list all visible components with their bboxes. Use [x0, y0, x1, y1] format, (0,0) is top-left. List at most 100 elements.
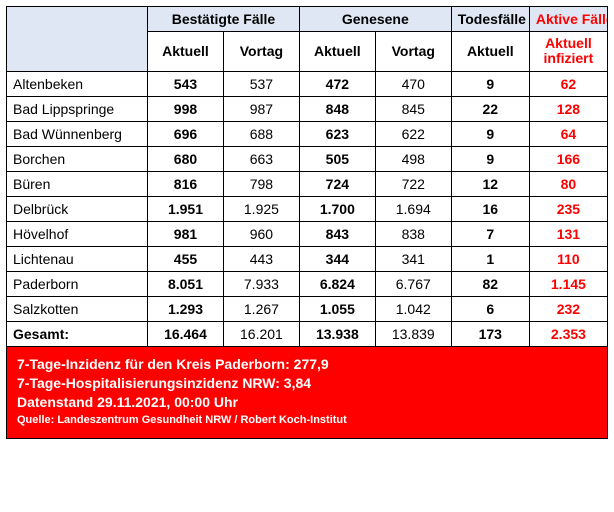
- cell-rec-cur: 724: [299, 171, 375, 196]
- cell-active: 232: [529, 296, 607, 321]
- cell-conf-prev: 688: [223, 121, 299, 146]
- cell-place: Paderborn: [7, 271, 148, 296]
- cell-rec-prev: 838: [375, 221, 451, 246]
- header-blank: [7, 7, 148, 72]
- cell-conf-prev: 1.267: [223, 296, 299, 321]
- footer-source: Quelle: Landeszentrum Gesundheit NRW / R…: [17, 413, 597, 428]
- cell-conf-prev: 537: [223, 71, 299, 96]
- cell-rec-cur: 472: [299, 71, 375, 96]
- covid-table: Bestätigte Fälle Genesene Todesfälle Akt…: [6, 6, 608, 347]
- sub-rec-prev: Vortag: [375, 32, 451, 72]
- cell-conf-prev: 443: [223, 246, 299, 271]
- table-row: Lichtenau4554433443411110: [7, 246, 608, 271]
- cell-total-deaths: 173: [451, 321, 529, 346]
- footer-incidence: 7-Tage-Inzidenz für den Kreis Paderborn:…: [17, 355, 597, 374]
- cell-place: Büren: [7, 171, 148, 196]
- cell-deaths: 9: [451, 121, 529, 146]
- table-body: Altenbeken543537472470962Bad Lippspringe…: [7, 71, 608, 346]
- cell-conf-cur: 1.951: [148, 196, 224, 221]
- cell-rec-prev: 498: [375, 146, 451, 171]
- header-deaths: Todesfälle: [451, 7, 529, 32]
- cell-rec-prev: 1.694: [375, 196, 451, 221]
- footer-box: 7-Tage-Inzidenz für den Kreis Paderborn:…: [6, 347, 608, 440]
- cell-conf-cur: 998: [148, 96, 224, 121]
- cell-rec-cur: 1.055: [299, 296, 375, 321]
- table-row: Paderborn8.0517.9336.8246.767821.145: [7, 271, 608, 296]
- header-active: Aktive Fälle: [529, 7, 607, 32]
- cell-rec-prev: 341: [375, 246, 451, 271]
- cell-place: Lichtenau: [7, 246, 148, 271]
- cell-rec-cur: 623: [299, 121, 375, 146]
- sub-deaths-cur: Aktuell: [451, 32, 529, 72]
- sub-rec-cur: Aktuell: [299, 32, 375, 72]
- table-row: Delbrück1.9511.9251.7001.69416235: [7, 196, 608, 221]
- cell-rec-cur: 505: [299, 146, 375, 171]
- cell-deaths: 82: [451, 271, 529, 296]
- cell-deaths: 16: [451, 196, 529, 221]
- cell-total-rec-prev: 13.839: [375, 321, 451, 346]
- cell-deaths: 9: [451, 71, 529, 96]
- cell-conf-cur: 1.293: [148, 296, 224, 321]
- cell-deaths: 7: [451, 221, 529, 246]
- cell-deaths: 22: [451, 96, 529, 121]
- cell-active: 64: [529, 121, 607, 146]
- footer-hosp: 7-Tage-Hospitalisierungsinzidenz NRW: 3,…: [17, 374, 597, 393]
- cell-rec-cur: 843: [299, 221, 375, 246]
- table-row: Salzkotten1.2931.2671.0551.0426232: [7, 296, 608, 321]
- cell-conf-cur: 816: [148, 171, 224, 196]
- cell-conf-cur: 680: [148, 146, 224, 171]
- table-row: Büren8167987247221280: [7, 171, 608, 196]
- cell-total-conf-cur: 16.464: [148, 321, 224, 346]
- cell-total-label: Gesamt:: [7, 321, 148, 346]
- cell-total-rec-cur: 13.938: [299, 321, 375, 346]
- cell-active: 80: [529, 171, 607, 196]
- footer-date: Datenstand 29.11.2021, 00:00 Uhr: [17, 393, 597, 412]
- cell-rec-cur: 848: [299, 96, 375, 121]
- cell-conf-prev: 960: [223, 221, 299, 246]
- cell-active: 110: [529, 246, 607, 271]
- cell-deaths: 6: [451, 296, 529, 321]
- cell-rec-prev: 1.042: [375, 296, 451, 321]
- cell-conf-cur: 543: [148, 71, 224, 96]
- cell-conf-cur: 8.051: [148, 271, 224, 296]
- cell-rec-cur: 1.700: [299, 196, 375, 221]
- sub-conf-cur: Aktuell: [148, 32, 224, 72]
- cell-place: Delbrück: [7, 196, 148, 221]
- cell-active: 235: [529, 196, 607, 221]
- cell-total-conf-prev: 16.201: [223, 321, 299, 346]
- cell-rec-prev: 470: [375, 71, 451, 96]
- cell-active: 128: [529, 96, 607, 121]
- cell-conf-prev: 7.933: [223, 271, 299, 296]
- cell-rec-prev: 845: [375, 96, 451, 121]
- cell-conf-prev: 798: [223, 171, 299, 196]
- cell-active: 1.145: [529, 271, 607, 296]
- cell-conf-prev: 663: [223, 146, 299, 171]
- cell-place: Hövelhof: [7, 221, 148, 246]
- cell-rec-cur: 344: [299, 246, 375, 271]
- sub-conf-prev: Vortag: [223, 32, 299, 72]
- cell-rec-prev: 622: [375, 121, 451, 146]
- cell-conf-cur: 696: [148, 121, 224, 146]
- table-row: Hövelhof9819608438387131: [7, 221, 608, 246]
- cell-place: Altenbeken: [7, 71, 148, 96]
- cell-total-active: 2.353: [529, 321, 607, 346]
- cell-rec-cur: 6.824: [299, 271, 375, 296]
- header-recovered: Genesene: [299, 7, 451, 32]
- cell-active: 62: [529, 71, 607, 96]
- cell-rec-prev: 722: [375, 171, 451, 196]
- cell-place: Salzkotten: [7, 296, 148, 321]
- table-row: Bad Lippspringe99898784884522128: [7, 96, 608, 121]
- table-row: Altenbeken543537472470962: [7, 71, 608, 96]
- table-row-total: Gesamt:16.46416.20113.93813.8391732.353: [7, 321, 608, 346]
- cell-place: Bad Lippspringe: [7, 96, 148, 121]
- cell-place: Borchen: [7, 146, 148, 171]
- table-row: Bad Wünnenberg696688623622964: [7, 121, 608, 146]
- cell-conf-prev: 987: [223, 96, 299, 121]
- cell-conf-cur: 455: [148, 246, 224, 271]
- cell-conf-prev: 1.925: [223, 196, 299, 221]
- cell-deaths: 9: [451, 146, 529, 171]
- cell-deaths: 12: [451, 171, 529, 196]
- sub-active-now: Aktuell infiziert: [529, 32, 607, 72]
- table-row: Borchen6806635054989166: [7, 146, 608, 171]
- cell-place: Bad Wünnenberg: [7, 121, 148, 146]
